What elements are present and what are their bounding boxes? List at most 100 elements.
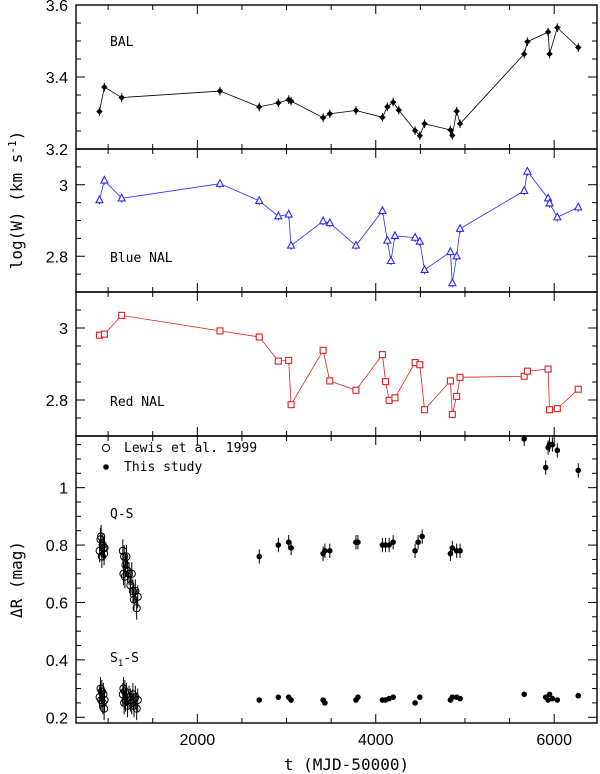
data-point: [326, 377, 334, 385]
data-point: [416, 132, 424, 139]
data-point: [285, 539, 292, 545]
data-point: [420, 264, 429, 273]
data-point: [390, 539, 396, 545]
y-tick-label: 3.4: [46, 70, 68, 87]
data-point: [575, 467, 582, 474]
y-tick-label: 3: [59, 178, 68, 195]
data-point: [575, 44, 582, 51]
data-point: [256, 103, 263, 111]
data-point: [453, 392, 461, 400]
data-point: [118, 94, 125, 101]
panel-bal-label: BAL: [110, 35, 134, 50]
data-point: [118, 311, 126, 319]
data-point: [391, 394, 399, 402]
data-point: [319, 346, 327, 354]
data-point: [379, 114, 386, 121]
data-point: [390, 694, 396, 700]
data-point: [412, 700, 418, 706]
y-axis-label-end: ): [7, 131, 26, 141]
data-point: [318, 216, 328, 225]
data-point: [288, 697, 294, 703]
panel-red-nal-data: [95, 311, 582, 418]
data-point: [127, 569, 136, 578]
data-point: [457, 548, 463, 554]
data-point: [131, 693, 140, 702]
panel-blue-nal-label: Blue NAL: [110, 251, 173, 266]
data-point: [421, 406, 429, 414]
data-point: [549, 441, 556, 448]
data-point: [352, 107, 360, 114]
data-point: [395, 106, 402, 114]
legend-label: Lewis et al. 1999: [124, 441, 257, 456]
data-point: [417, 694, 423, 700]
x-tick-label: 4000: [358, 732, 394, 749]
panel-delta-r-frame: [75, 435, 598, 724]
data-point: [416, 361, 424, 369]
data-point: [128, 586, 138, 596]
data-point: [256, 697, 263, 703]
data-point: [287, 97, 295, 105]
data-point: [549, 695, 556, 702]
annotation-text: Q-S: [110, 507, 133, 522]
data-point: [325, 217, 335, 227]
data-point: [96, 108, 103, 115]
data-point: [216, 327, 224, 335]
data-point: [575, 692, 582, 699]
data-point: [274, 357, 282, 365]
y-tick-label: 0.4: [46, 653, 68, 670]
y-axis-label-logw: log(W) (km s-1): [6, 131, 26, 269]
data-point: [382, 235, 392, 244]
data-point: [447, 277, 457, 287]
data-point: [449, 694, 456, 700]
data-point: [455, 223, 465, 232]
y-tick-label: 3: [59, 321, 68, 338]
legend-marker: [101, 443, 111, 453]
data-point: [419, 533, 425, 540]
series-line: [99, 170, 579, 284]
panel-bal-data: [96, 23, 582, 140]
data-point: [99, 175, 109, 184]
y-axis-label-superscript: -1: [6, 140, 19, 153]
data-point: [552, 212, 562, 221]
data-point: [216, 87, 224, 95]
data-point: [378, 205, 387, 214]
panel-red-nal-frame: [75, 291, 598, 437]
data-point: [390, 230, 400, 240]
data-point: [457, 695, 463, 702]
data-point: [254, 195, 264, 204]
data-point: [521, 691, 528, 698]
data-point: [553, 405, 561, 413]
data-point: [523, 367, 531, 375]
data-point: [574, 385, 582, 393]
data-point: [554, 697, 561, 703]
data-point: [287, 401, 295, 409]
data-point: [415, 539, 421, 545]
data-point: [117, 193, 127, 202]
legend-marker: [103, 464, 109, 470]
data-point: [449, 545, 456, 551]
data-point: [385, 396, 393, 404]
annotation-label: S1-S: [110, 651, 139, 669]
data-point: [456, 120, 464, 127]
data-point: [386, 255, 396, 265]
data-point: [452, 251, 462, 260]
data-point: [122, 552, 131, 561]
data-point: [382, 378, 390, 386]
data-point: [546, 691, 553, 698]
data-point: [95, 194, 104, 204]
data-point: [449, 132, 456, 139]
panel-blue-nal-data: [95, 166, 583, 288]
panel-blue-nal: 2.8 3 Blue NAL: [46, 148, 598, 293]
data-point: [386, 542, 392, 548]
y-tick-label: 1: [59, 481, 68, 498]
data-point: [411, 127, 419, 134]
data-point: [446, 377, 454, 385]
data-point: [378, 351, 386, 359]
annotation-label: Q-S: [110, 507, 133, 522]
data-point: [544, 28, 552, 36]
y-tick-label: 2.8: [46, 393, 68, 410]
data-point: [275, 99, 282, 107]
y-tick-label: 0.6: [46, 595, 68, 612]
data-point: [415, 236, 425, 245]
